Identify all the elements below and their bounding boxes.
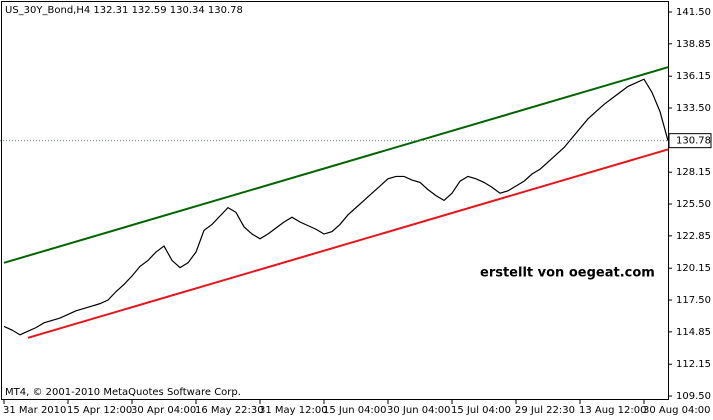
price-line [3, 78, 669, 336]
trend-line [27, 148, 669, 339]
y-tick-label: 133.50 [676, 103, 711, 114]
trend-line [3, 66, 669, 264]
y-tick-label: 117.50 [676, 295, 711, 306]
footer: MT4, © 2001-2010 MetaQuotes Software Cor… [5, 387, 241, 398]
y-tick-label: 109.50 [676, 391, 711, 402]
x-tick-label: 13 Aug 12:00 [579, 405, 646, 416]
x-tick-label: 30 Aug 04:00 [643, 405, 710, 416]
x-tick-label: 15 Apr 12:00 [67, 405, 132, 416]
chart-title: US_30Y_Bond,H4 132.31 132.59 130.34 130.… [5, 5, 243, 16]
y-tick-label: 138.85 [676, 39, 711, 50]
x-tick-label: 31 Mar 2010 [3, 405, 66, 416]
x-tick-label: 15 Jun 04:00 [323, 405, 387, 416]
y-tick-label: 125.50 [676, 199, 711, 210]
x-tick-label: 31 May 12:00 [259, 405, 328, 416]
y-tick-label: 112.15 [676, 359, 711, 370]
y-tick-label: 141.50 [676, 7, 711, 18]
y-tick-label: 114.85 [676, 327, 711, 338]
last-price-box [668, 133, 712, 149]
y-tick-label: 122.85 [676, 231, 711, 242]
x-tick-label: 29 Jul 22:30 [515, 405, 575, 416]
y-tick-label: 136.15 [676, 71, 711, 82]
x-tick-label: 16 May 22:30 [195, 405, 264, 416]
x-tick-label: 30 Jun 04:00 [387, 405, 451, 416]
x-tick-label: 30 Apr 04:00 [131, 405, 196, 416]
annotation: erstellt von oegeat.com [480, 266, 655, 281]
plot-frame [1, 1, 669, 400]
y-tick-label: 120.15 [676, 263, 711, 274]
y-tick-label: 128.15 [676, 167, 711, 178]
last-price-label: 130.78 [676, 136, 711, 147]
x-tick-label: 15 Jul 04:00 [451, 405, 511, 416]
